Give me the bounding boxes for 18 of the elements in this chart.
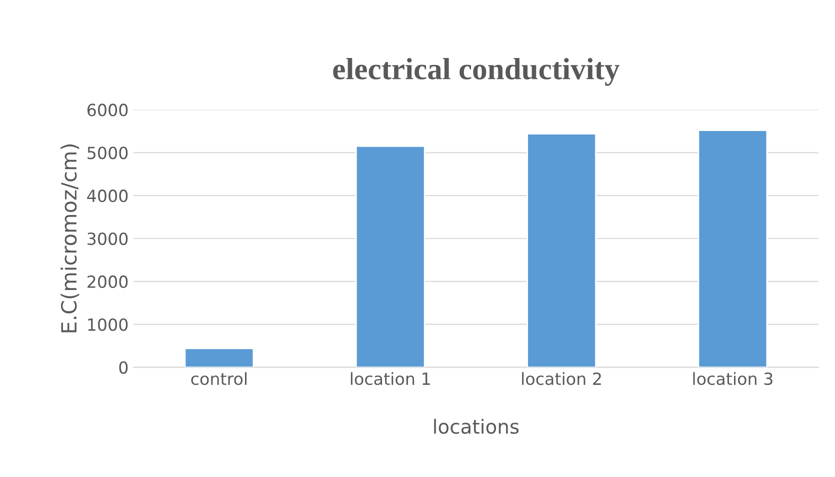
x-tick-label: control bbox=[191, 372, 247, 386]
y-tick-label: 6000 bbox=[87, 104, 128, 116]
x-tick-label: location 1 bbox=[350, 372, 430, 386]
bar bbox=[355, 146, 426, 368]
x-axis-title: locations bbox=[434, 418, 519, 434]
y-tick-label: 2000 bbox=[88, 275, 128, 288]
x-tick-label: location 3 bbox=[693, 372, 772, 386]
y-tick-label: 4000 bbox=[87, 190, 128, 202]
y-tick-label: 1000 bbox=[88, 318, 128, 331]
bar bbox=[698, 130, 768, 368]
chart-title: electrical conductivity bbox=[333, 58, 620, 86]
y-axis-title: E.C(micromoz/cm) bbox=[60, 144, 80, 332]
bar bbox=[184, 348, 254, 368]
x-tick-label: location 2 bbox=[522, 372, 601, 386]
y-tick-label: 3000 bbox=[88, 232, 128, 246]
y-tick-label: 0 bbox=[119, 361, 128, 374]
y-tick-label: 5000 bbox=[88, 146, 128, 160]
bar bbox=[526, 133, 596, 368]
